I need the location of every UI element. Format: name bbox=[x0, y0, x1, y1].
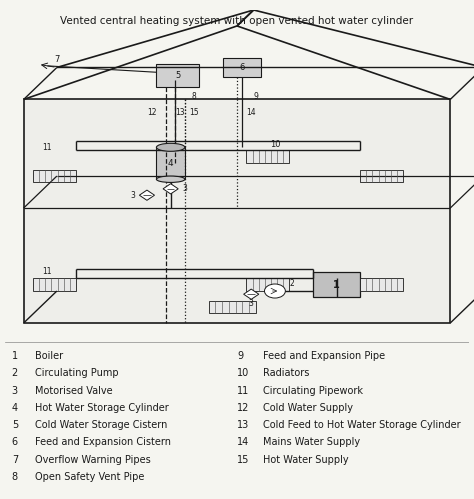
Text: 3: 3 bbox=[249, 299, 254, 308]
Text: 7: 7 bbox=[12, 455, 18, 465]
Text: 1: 1 bbox=[12, 351, 18, 361]
Text: Hot Water Supply: Hot Water Supply bbox=[263, 455, 348, 465]
Text: 8: 8 bbox=[12, 472, 18, 482]
Text: Cold Water Storage Cistern: Cold Water Storage Cistern bbox=[35, 420, 167, 430]
Bar bbox=[33, 278, 76, 291]
Text: Mains Water Supply: Mains Water Supply bbox=[263, 438, 360, 448]
Polygon shape bbox=[139, 190, 155, 200]
Text: 13: 13 bbox=[175, 108, 185, 117]
Text: 9: 9 bbox=[237, 351, 243, 361]
Text: 3: 3 bbox=[130, 191, 135, 200]
Text: 11: 11 bbox=[237, 386, 249, 396]
Text: 8: 8 bbox=[192, 92, 197, 101]
Text: Overflow Warning Pipes: Overflow Warning Pipes bbox=[35, 455, 151, 465]
Text: 6: 6 bbox=[239, 63, 245, 72]
Bar bbox=[360, 278, 403, 291]
Text: 15: 15 bbox=[237, 455, 249, 465]
Text: 5: 5 bbox=[12, 420, 18, 430]
Text: Hot Water Storage Cylinder: Hot Water Storage Cylinder bbox=[35, 403, 169, 413]
Text: 12: 12 bbox=[147, 108, 156, 117]
Text: Feed and Expansion Cistern: Feed and Expansion Cistern bbox=[35, 438, 171, 448]
Text: 5: 5 bbox=[175, 71, 181, 80]
Text: 11: 11 bbox=[43, 143, 52, 152]
Text: Vented central heating system with open vented hot water cylinder: Vented central heating system with open … bbox=[61, 16, 413, 26]
Bar bbox=[156, 64, 199, 87]
Bar bbox=[223, 58, 261, 77]
Text: 3: 3 bbox=[182, 184, 187, 193]
Text: 7: 7 bbox=[54, 55, 60, 64]
Text: 9: 9 bbox=[254, 92, 258, 101]
Polygon shape bbox=[24, 99, 450, 323]
Bar bbox=[209, 300, 256, 313]
Text: Circulating Pump: Circulating Pump bbox=[35, 368, 118, 378]
Circle shape bbox=[264, 284, 285, 298]
Text: 4: 4 bbox=[168, 159, 173, 168]
Text: 10: 10 bbox=[237, 368, 249, 378]
Ellipse shape bbox=[156, 143, 185, 151]
Text: Cold Feed to Hot Water Storage Cylinder: Cold Feed to Hot Water Storage Cylinder bbox=[263, 420, 460, 430]
Text: 15: 15 bbox=[190, 108, 199, 117]
Polygon shape bbox=[163, 184, 178, 194]
Text: Open Safety Vent Pipe: Open Safety Vent Pipe bbox=[35, 472, 144, 482]
Polygon shape bbox=[244, 289, 259, 299]
Bar bbox=[313, 272, 360, 297]
Text: 6: 6 bbox=[12, 438, 18, 448]
Text: 4: 4 bbox=[12, 403, 18, 413]
Ellipse shape bbox=[156, 176, 185, 183]
Text: 2: 2 bbox=[289, 278, 294, 287]
Text: Radiators: Radiators bbox=[263, 368, 309, 378]
Text: Motorised Valve: Motorised Valve bbox=[35, 386, 112, 396]
Bar bbox=[360, 170, 403, 183]
Bar bbox=[246, 151, 289, 163]
Text: 11: 11 bbox=[43, 267, 52, 276]
Bar bbox=[246, 278, 289, 291]
Text: 14: 14 bbox=[237, 438, 249, 448]
Text: 1: 1 bbox=[333, 279, 340, 289]
Text: 13: 13 bbox=[237, 420, 249, 430]
Text: Boiler: Boiler bbox=[35, 351, 63, 361]
Text: 2: 2 bbox=[12, 368, 18, 378]
Text: 10: 10 bbox=[270, 140, 280, 149]
Text: Circulating Pipework: Circulating Pipework bbox=[263, 386, 363, 396]
Text: 3: 3 bbox=[12, 386, 18, 396]
Text: 14: 14 bbox=[246, 108, 256, 117]
Text: Cold Water Supply: Cold Water Supply bbox=[263, 403, 353, 413]
Text: Feed and Expansion Pipe: Feed and Expansion Pipe bbox=[263, 351, 385, 361]
Bar bbox=[156, 147, 185, 179]
Bar bbox=[33, 170, 76, 183]
Text: 12: 12 bbox=[237, 403, 249, 413]
